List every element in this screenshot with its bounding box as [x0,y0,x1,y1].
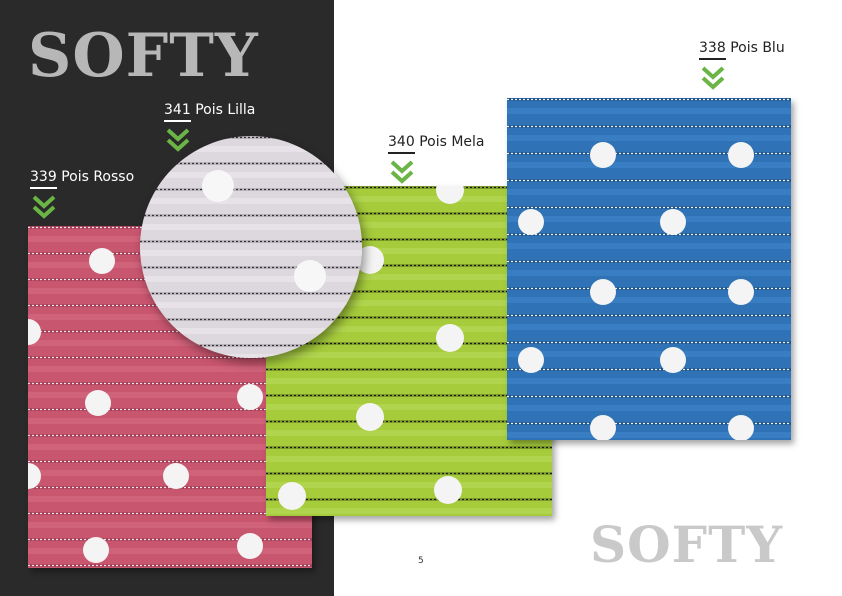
product-code: 338 [699,41,726,60]
product-code: 339 [30,170,57,189]
label-340: 340 Pois Mela [388,135,485,154]
product-name: Pois Blu [730,40,785,56]
label-339: 339 Pois Rosso [30,170,134,189]
product-name: Pois Rosso [61,169,135,185]
product-name: Pois Lilla [195,102,256,118]
swatch-341-pois-lilla [140,136,362,358]
brand-title-top: SOFTY [28,21,259,91]
swatch-blu-pattern [507,98,791,440]
chevron-double-down-icon [390,160,414,184]
swatch-lilla-pattern [140,136,362,358]
page-number: 5 [418,556,424,566]
brand-title-bottom: SOFTY [590,515,784,574]
chevron-double-down-icon [166,128,190,152]
chevron-double-down-icon [32,195,56,219]
swatch-338-pois-blu [507,98,791,440]
chevron-double-down-icon [701,66,725,90]
label-341: 341 Pois Lilla [164,103,255,122]
product-code: 341 [164,103,191,122]
product-code: 340 [388,135,415,154]
label-338: 338 Pois Blu [699,41,785,60]
product-name: Pois Mela [419,134,485,150]
